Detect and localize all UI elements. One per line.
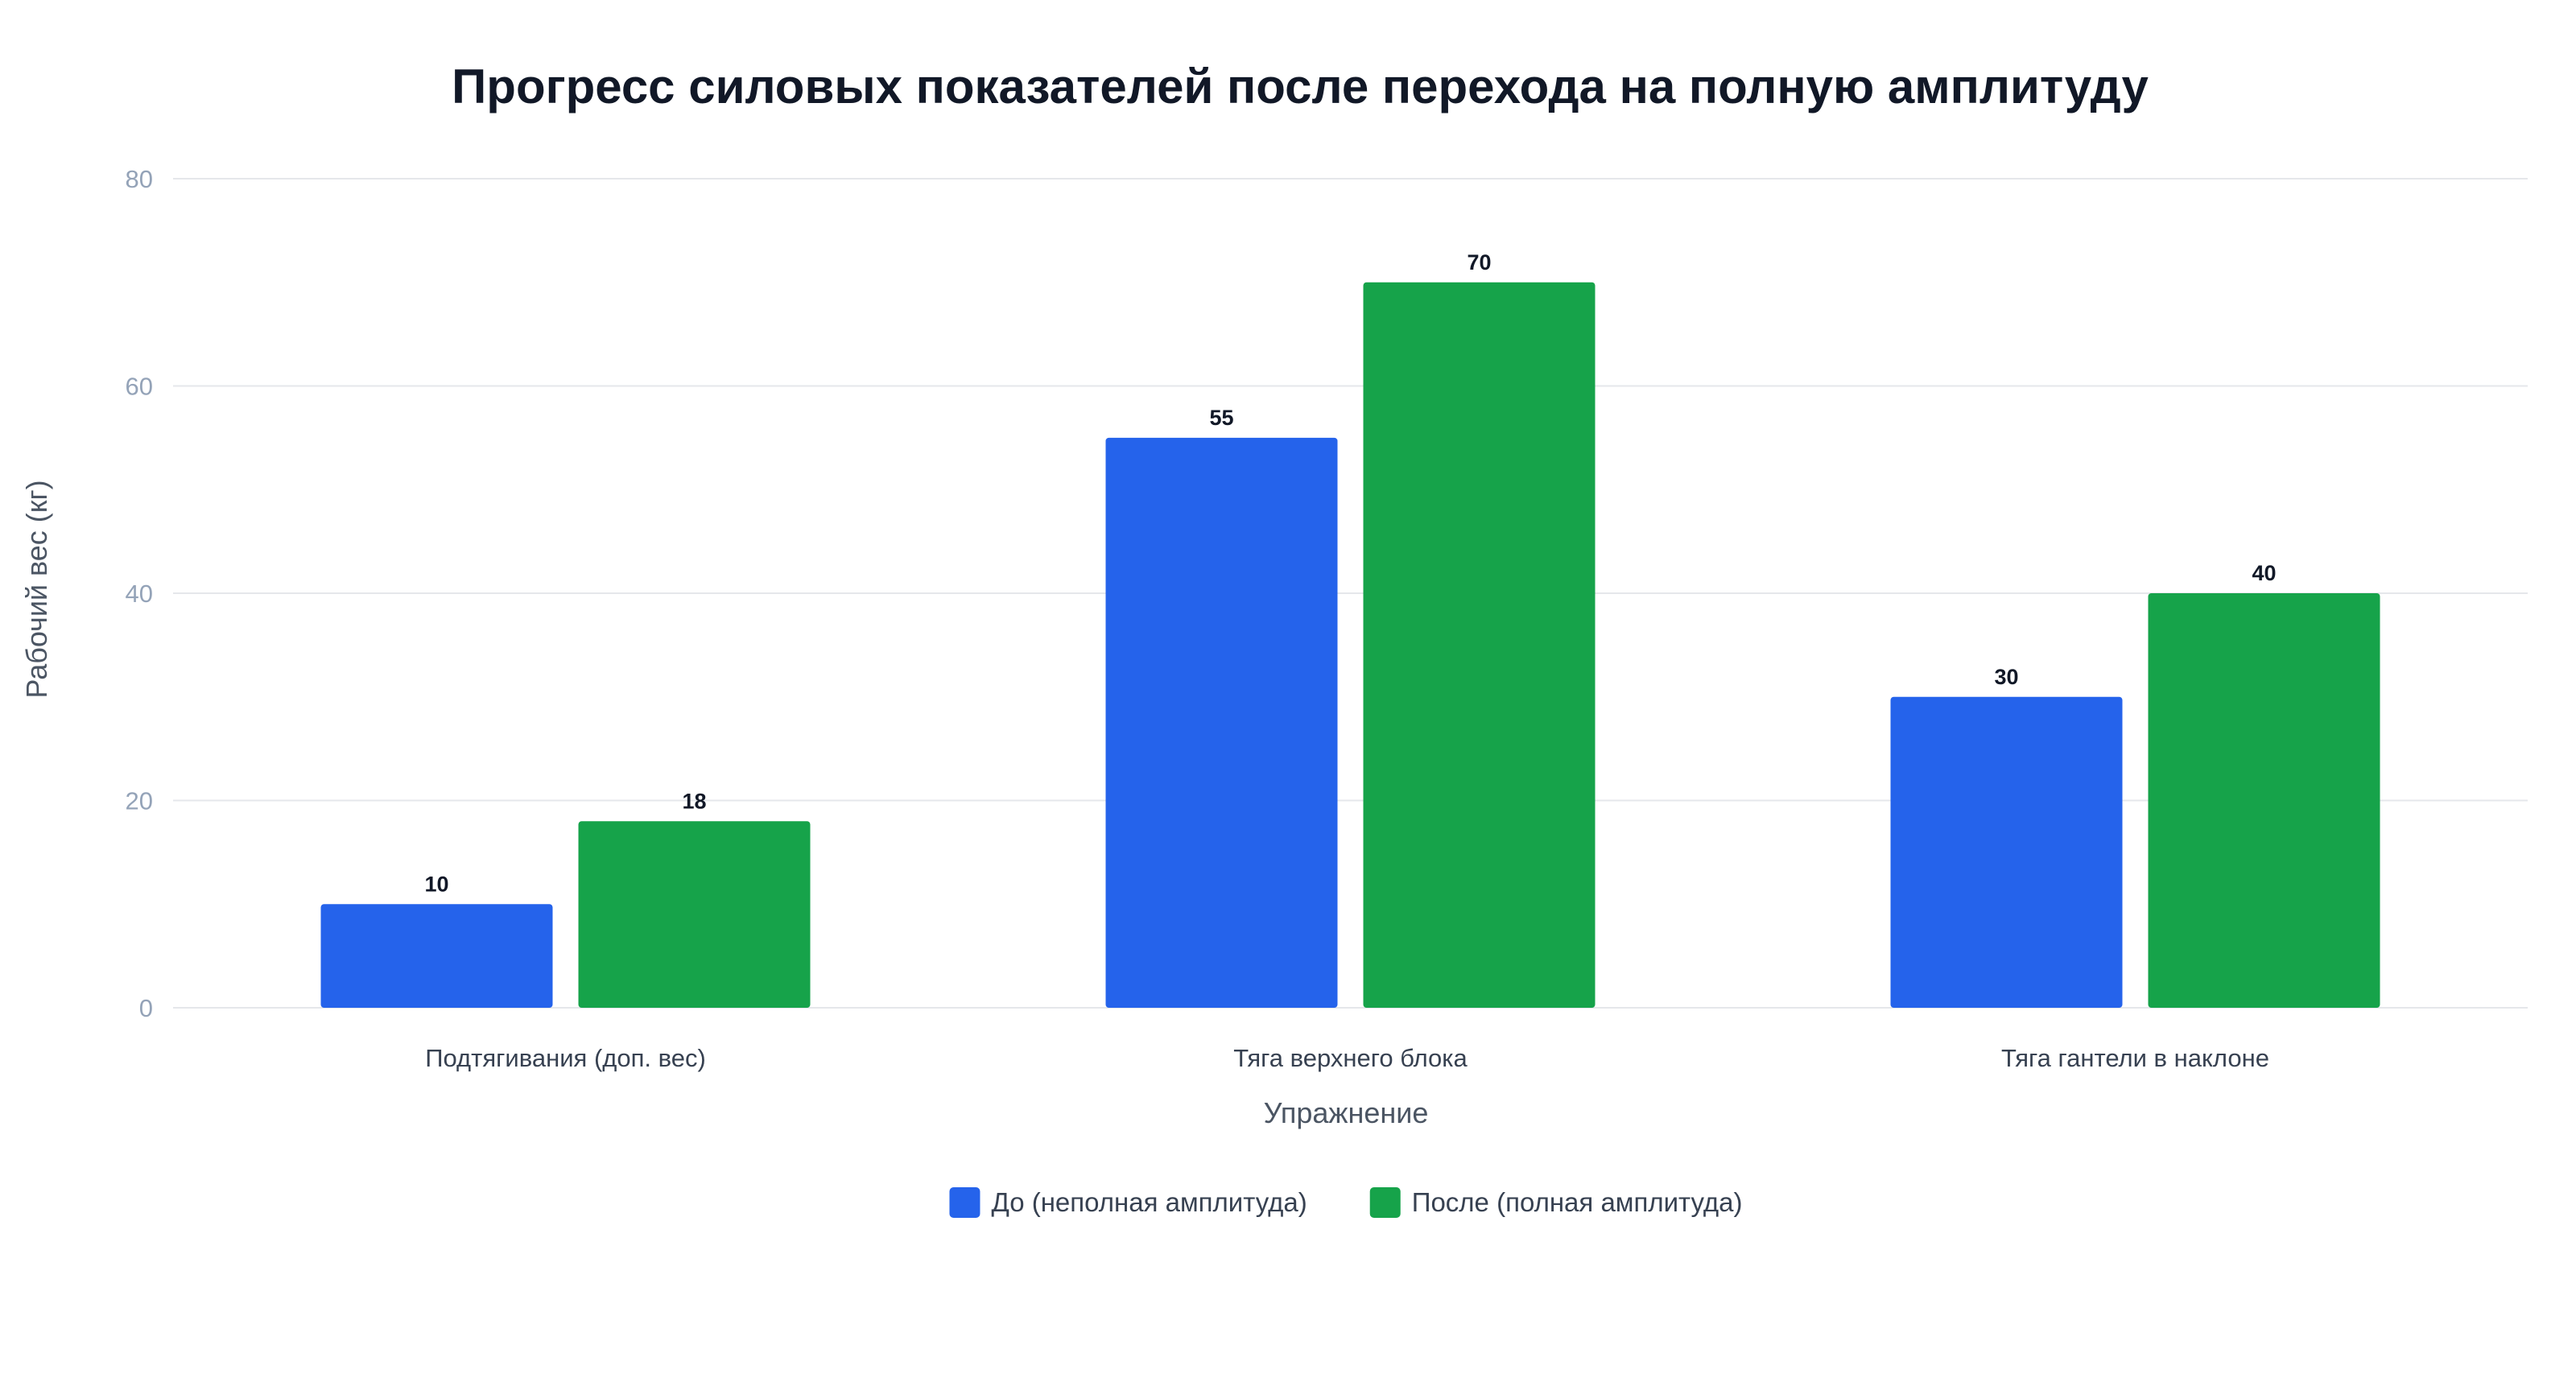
legend: До (неполная амплитуда) После (полная амп… (949, 1187, 1743, 1218)
bar-value-label: 70 (1467, 250, 1491, 274)
y-tick-label: 0 (139, 994, 153, 1022)
legend-item: До (неполная амплитуда) (949, 1187, 1307, 1218)
legend-swatch (949, 1187, 980, 1218)
x-tick-label: Тяга гантели в наклоне (2001, 1044, 2269, 1072)
bar (1890, 696, 2123, 1008)
bar-value-label: 30 (1994, 665, 2018, 689)
y-axis-label: Рабочий вес (кг) (20, 480, 53, 698)
x-axis-ticks: Подтягивания (доп. вес) Тяга верхнего бло… (425, 1044, 2269, 1072)
chart-title: Прогресс силовых показателей после перех… (452, 60, 2149, 113)
bar-value-label: 18 (682, 789, 706, 813)
x-axis-label: Упражнение (1264, 1096, 1429, 1129)
bar (1105, 437, 1338, 1008)
legend-label: До (неполная амплитуда) (991, 1187, 1307, 1217)
bar-data-labels: 10 18 55 70 30 40 (424, 250, 2276, 897)
y-tick-label: 60 (126, 373, 153, 401)
bar-value-label: 55 (1209, 406, 1233, 430)
y-tick-label: 40 (126, 580, 153, 608)
y-axis-ticks: 0 20 40 60 80 (126, 165, 153, 1022)
bar (320, 904, 553, 1008)
bar (578, 821, 811, 1008)
legend-item: После (полная амплитуда) (1369, 1187, 1743, 1218)
bars (320, 282, 2380, 1008)
gridlines (173, 178, 2528, 1009)
bar (1363, 282, 1596, 1008)
y-tick-label: 80 (126, 165, 153, 193)
y-tick-label: 20 (126, 787, 153, 815)
legend-swatch (1369, 1187, 1401, 1218)
bar-value-label: 10 (424, 872, 448, 896)
bar-value-label: 40 (2252, 561, 2276, 585)
x-tick-label: Подтягивания (доп. вес) (425, 1044, 706, 1072)
x-tick-label: Тяга верхнего блока (1233, 1044, 1468, 1072)
legend-label: После (полная амплитуда) (1412, 1187, 1743, 1217)
bar (2148, 593, 2380, 1008)
